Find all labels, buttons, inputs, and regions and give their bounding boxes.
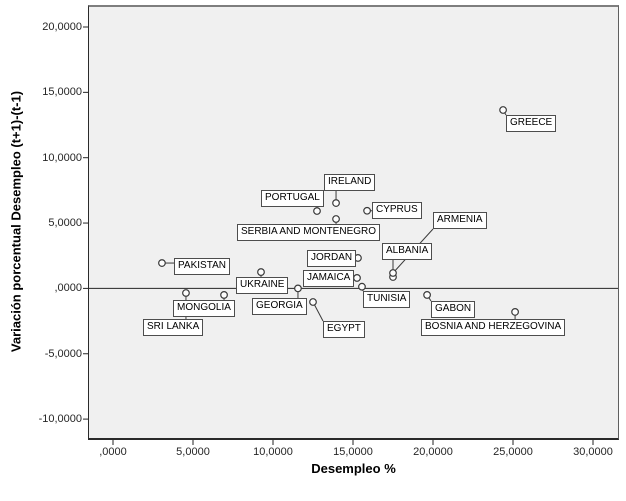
data-point-circle xyxy=(389,269,397,277)
data-point-circle xyxy=(309,298,317,306)
country-label-box: ALBANIA xyxy=(382,243,433,260)
data-point-circle xyxy=(294,284,302,293)
data-point-circle xyxy=(423,291,431,299)
data-point-circle xyxy=(499,106,507,114)
country-label-box: IRELAND xyxy=(324,174,376,191)
x-tick-label: 5,0000 xyxy=(176,446,210,458)
country-label-box: CYPRUS xyxy=(372,202,422,219)
data-point-circle xyxy=(332,199,340,207)
y-tick-label: 10,0000 xyxy=(42,151,82,164)
y-tick-label: ,0000 xyxy=(54,282,82,295)
x-axis-title: Desempleo % xyxy=(311,461,396,476)
x-tick-label: ,0000 xyxy=(99,446,127,458)
data-point-circle xyxy=(182,289,190,297)
country-label-box: SRI LANKA xyxy=(143,319,204,336)
data-point-circle xyxy=(220,291,228,299)
x-tick-label: 25,0000 xyxy=(493,446,533,458)
data-point-circle xyxy=(511,308,519,316)
country-label-box: PAKISTAN xyxy=(174,258,230,275)
country-label-box: SERBIA AND MONTENEGRO xyxy=(237,224,381,241)
country-label-box: JAMAICA xyxy=(303,270,355,287)
data-point-circle xyxy=(332,215,340,223)
country-label-box: EGYPT xyxy=(323,321,365,338)
data-point-circle xyxy=(363,206,371,215)
country-label-box: BOSNIA AND HERZEGOVINA xyxy=(421,319,566,336)
x-tick-label: 20,0000 xyxy=(413,446,453,458)
data-point-circle xyxy=(353,274,361,282)
y-tick-label: 15,0000 xyxy=(42,86,82,99)
country-label-box: MONGOLIA xyxy=(173,300,235,317)
data-point-circle xyxy=(313,207,321,215)
plot-area xyxy=(88,5,619,440)
country-label-box: TUNISIA xyxy=(363,291,411,308)
country-label-box: GEORGIA xyxy=(252,298,307,315)
data-point-circle xyxy=(257,268,265,276)
x-tick-label: 10,0000 xyxy=(253,446,293,458)
country-label-box: ARMENIA xyxy=(433,212,487,229)
y-tick-label: 20,0000 xyxy=(42,21,82,33)
country-label-box: GABON xyxy=(431,301,476,318)
country-label-box: UKRAINE xyxy=(236,277,289,294)
y-tick-label: 5,0000 xyxy=(48,217,82,230)
data-point-circle xyxy=(358,282,366,291)
x-tick-label: 30,0000 xyxy=(573,446,613,458)
country-label-box: JORDAN xyxy=(307,250,357,267)
x-tick-label: 15,0000 xyxy=(333,446,373,458)
y-tick-label: -10,0000 xyxy=(38,413,82,426)
data-point-circle xyxy=(158,259,166,267)
y-tick-label: -5,0000 xyxy=(44,347,82,360)
country-label-box: PORTUGAL xyxy=(261,190,324,207)
country-label-box: GREECE xyxy=(506,115,557,132)
